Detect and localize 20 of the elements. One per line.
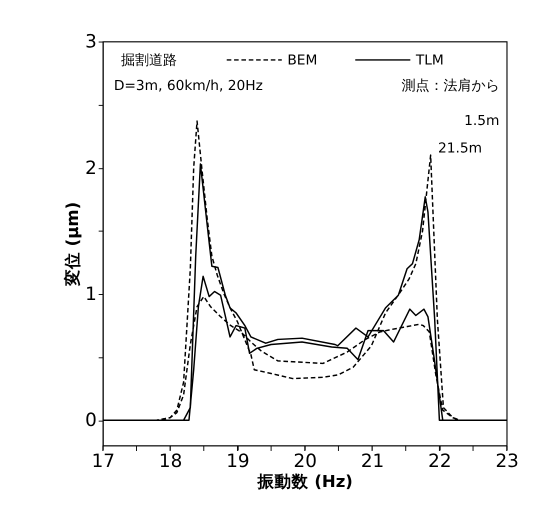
y-tick-label: 2 [85, 158, 97, 179]
y-tick-label: 1 [85, 284, 97, 305]
x-tick-label: 21 [360, 451, 384, 472]
annotation: 1.5m [464, 113, 500, 130]
legend-label: BEM [287, 52, 318, 69]
annotation: 測点：法肩から [401, 78, 500, 94]
annotation: D=3m, 60km/h, 20Hz [114, 78, 263, 94]
x-tick-label: 22 [428, 451, 452, 472]
legend-title: 掘割道路 [121, 52, 178, 69]
y-tick-label: 0 [85, 410, 97, 432]
x-tick-label: 20 [294, 451, 317, 472]
x-tick-label: 23 [495, 451, 519, 472]
x-tick-label: 18 [158, 451, 182, 472]
x-axis-title: 振動数 (Hz) [256, 472, 353, 492]
annotation: 21.5m [438, 140, 482, 156]
x-tick-label: 17 [92, 451, 115, 472]
legend-label: TLM [414, 52, 444, 69]
x-tick-label: 19 [226, 451, 250, 472]
y-axis-title: 変位 (μm) [62, 202, 82, 288]
y-tick-label: 3 [85, 32, 97, 53]
